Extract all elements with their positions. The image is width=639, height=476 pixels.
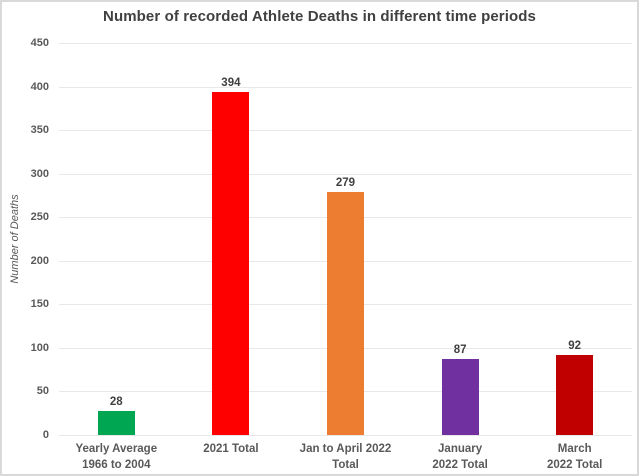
bar	[556, 354, 594, 435]
x-category-label: Yearly Average 1966 to 2004	[75, 443, 158, 471]
bar	[441, 359, 479, 435]
bar-column: 28	[59, 43, 174, 435]
x-category-label: Jan to April 2022 Total	[299, 443, 392, 471]
bar	[212, 91, 250, 435]
chart-title: Number of recorded Athlete Deaths in dif…	[103, 8, 536, 25]
y-axis-tick-labels: 0 50 100 150 200 250 300 350 400 450	[2, 37, 49, 441]
gridline	[59, 43, 632, 44]
bar-value-label: 279	[335, 177, 356, 189]
gridline	[59, 130, 632, 132]
gridline	[59, 173, 632, 175]
bars-container: 28 394 279 87 92	[59, 43, 632, 435]
bar	[97, 410, 135, 435]
y-tick-label: 100	[30, 341, 49, 354]
x-category-label: January 2022 Total	[432, 443, 488, 471]
plot-area: 28 394 279 87 92	[59, 43, 632, 436]
y-tick-label: 400	[30, 80, 49, 93]
bar-value-label: 87	[453, 344, 467, 357]
x-category-label: 2021 Total	[203, 443, 259, 455]
bar-column: 279	[288, 43, 403, 435]
bar-value-label: 28	[109, 395, 123, 408]
y-tick-label: 150	[30, 298, 49, 311]
y-tick-label: 0	[42, 429, 49, 441]
y-tick-label: 200	[30, 254, 49, 267]
y-tick-label: 250	[30, 211, 49, 224]
y-tick-label: 350	[30, 124, 49, 137]
y-tick-label: 50	[36, 385, 49, 398]
gridline	[59, 86, 632, 88]
y-tick-label: 450	[30, 37, 49, 49]
bar-column: 92	[517, 43, 632, 435]
x-category-label: March 2022 Total	[546, 443, 603, 471]
bar	[326, 192, 364, 435]
gridline	[59, 435, 632, 436]
bar-column: 87	[403, 43, 518, 435]
bar-column: 394	[174, 43, 289, 435]
bar-value-label: 394	[221, 76, 241, 89]
bar-value-label: 92	[568, 339, 582, 352]
y-tick-label: 300	[30, 167, 49, 180]
